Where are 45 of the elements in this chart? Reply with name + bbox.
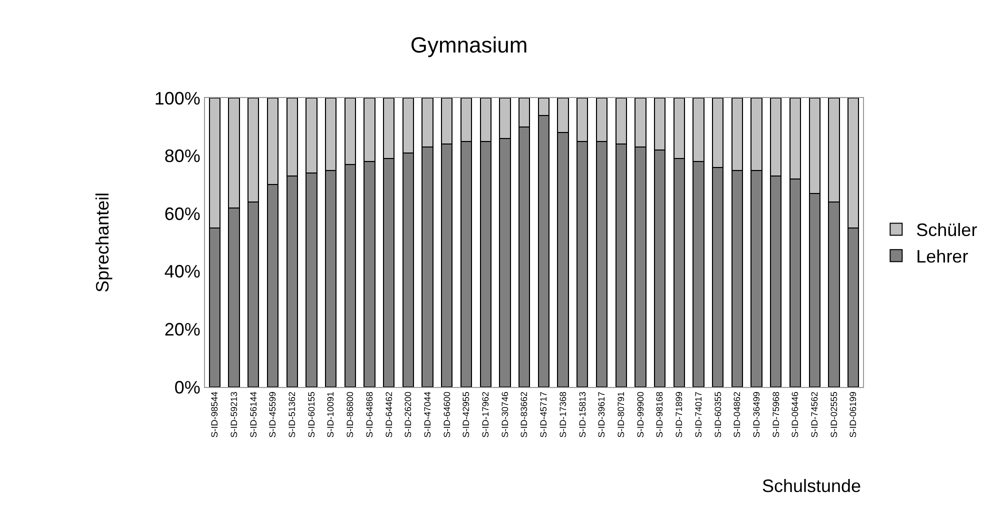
x-tick-label: S-ID-64462 <box>384 392 394 438</box>
x-tick-label: S-ID-06446 <box>790 392 800 438</box>
y-tick-label: 20% <box>164 320 200 340</box>
y-tick-label: 60% <box>164 204 200 224</box>
x-tick-label: S-ID-15813 <box>577 392 588 438</box>
x-tick-label: S-ID-60355 <box>712 392 723 438</box>
legend-label: Schüler <box>916 220 978 240</box>
x-tick-label: S-ID-02555 <box>828 392 839 438</box>
y-axis-title: Sprechanteil <box>92 192 113 293</box>
x-tick-label: S-ID-98544 <box>210 392 220 438</box>
x-tick-label: S-ID-06199 <box>848 392 858 438</box>
x-tick-label: S-ID-60155 <box>306 392 316 438</box>
x-tick-label: S-ID-51362 <box>287 392 298 438</box>
x-tick-label: S-ID-39617 <box>596 392 607 438</box>
x-tick-label: S-ID-45599 <box>268 392 278 438</box>
x-tick-label: S-ID-74017 <box>693 392 704 438</box>
x-axis-title: Schulstunde <box>762 476 862 496</box>
x-tick-label: S-ID-17962 <box>480 392 491 438</box>
x-tick-label: S-ID-10091 <box>326 392 336 438</box>
y-tick-label: 0% <box>174 377 200 398</box>
x-tick-label: S-ID-26200 <box>403 392 414 438</box>
x-tick-label: S-ID-99900 <box>635 392 646 438</box>
y-tick-label: 80% <box>164 146 200 166</box>
x-tick-label: S-ID-17368 <box>558 392 568 438</box>
x-tick-label: S-ID-80791 <box>616 392 626 438</box>
x-tick-label: S-ID-86800 <box>345 392 356 438</box>
x-tick-label: S-ID-04862 <box>732 392 742 438</box>
x-tick-label: S-ID-36499 <box>751 392 762 438</box>
y-tick-label: 40% <box>164 262 200 282</box>
x-tick-label: S-ID-30746 <box>500 392 510 438</box>
x-tick-label: S-ID-47044 <box>422 392 432 438</box>
x-tick-label: S-ID-64600 <box>442 392 452 438</box>
x-tick-label: S-ID-64868 <box>364 392 374 438</box>
chart-title: Gymnasium <box>410 32 528 58</box>
x-tick-label: S-ID-71899 <box>674 392 684 438</box>
x-tick-label: S-ID-42955 <box>461 392 472 438</box>
x-tick-label: S-ID-98168 <box>654 392 665 438</box>
x-tick-label: S-ID-59213 <box>228 392 239 438</box>
x-tick-label: S-ID-83662 <box>519 392 530 438</box>
x-tick-label: S-ID-75968 <box>770 392 781 438</box>
x-tick-label: S-ID-56144 <box>248 392 258 438</box>
y-tick-label: 100% <box>154 88 200 108</box>
x-tick-label: S-ID-45717 <box>538 392 549 438</box>
x-tick-label: S-ID-74562 <box>810 392 820 438</box>
legend-label: Lehrer <box>916 246 968 267</box>
